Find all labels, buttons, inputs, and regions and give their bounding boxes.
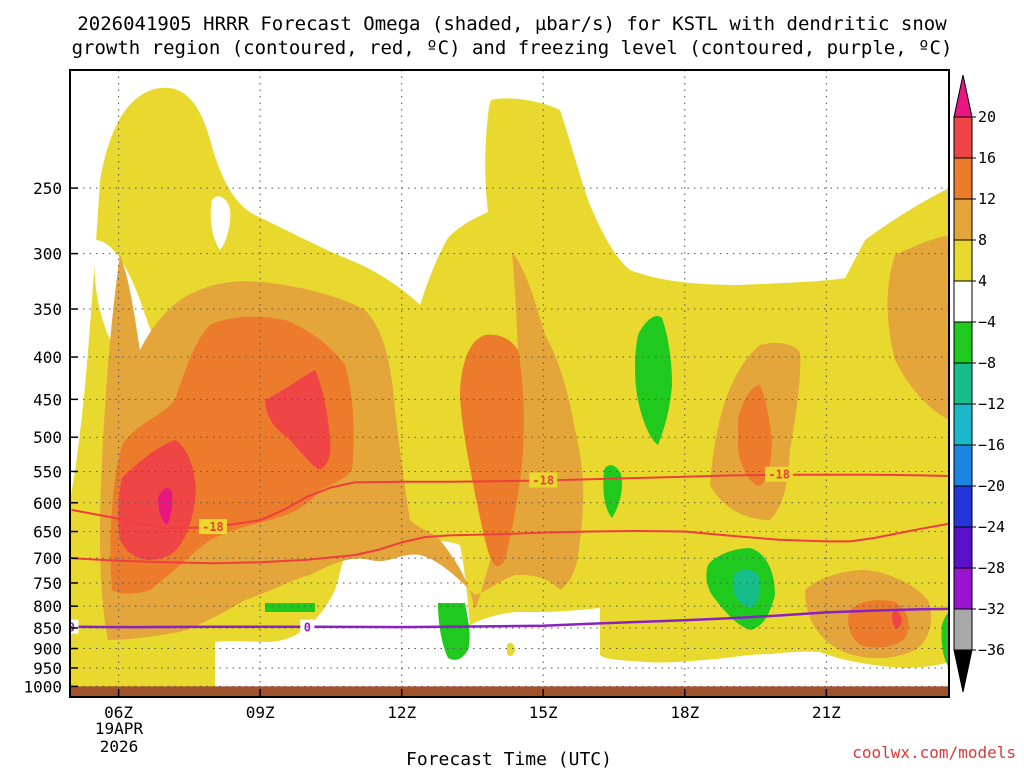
omega-white-gap-lower-middle [215, 540, 470, 697]
y-tick-label: 350 [33, 300, 62, 319]
colorbar-label: 8 [978, 231, 987, 249]
y-tick-label: 650 [33, 523, 62, 542]
y-tick-label: 550 [33, 462, 62, 481]
omega-region-neg4to8-d [438, 603, 470, 660]
omega-region-12to16-center [460, 334, 524, 567]
x-tick-label: 12Z [387, 703, 416, 722]
x-tick-label: 21Z [812, 703, 841, 722]
omega-region-16to20-southeast [891, 610, 902, 629]
contour-label: -18 [768, 468, 790, 482]
dgz-contour-upper [71, 473, 949, 530]
freezing-level-contour [71, 607, 949, 629]
contour-label-bg [529, 472, 558, 488]
chart-title-line2: growth region (contoured, red, ºC) and f… [72, 37, 953, 59]
x-tick-label: 06Z [104, 703, 133, 722]
y-tick-label: 950 [33, 659, 62, 678]
ground-surface-bar [70, 686, 949, 697]
omega-region-neg4to8-e [265, 603, 315, 612]
colorbar-label: −36 [978, 641, 1005, 659]
colorbar-bottom-arrow [953, 649, 973, 693]
colorbar: 20 16 12 8 4 −4 −8 −12 −16 −20 −24 −28 −32 −36 [953, 74, 1005, 693]
dgz-contour-lower [71, 522, 949, 565]
y-tick-label: 700 [33, 549, 62, 568]
colorbar-swatch [953, 321, 973, 364]
colorbar-swatch [953, 567, 973, 610]
colorbar-swatch [953, 362, 973, 405]
contour-label-bg [765, 466, 794, 482]
omega-white-notch-upper-left [70, 70, 170, 500]
colorbar-swatch [953, 239, 973, 282]
omega-white-hole-upper-right [210, 196, 231, 250]
colorbar-swatch [953, 608, 973, 651]
omega-region-4to8-small-patch [507, 642, 515, 657]
omega-region-8to12-northeast [887, 235, 949, 420]
colorbar-label: −32 [978, 600, 1005, 618]
omega-region-12to16-east [738, 385, 772, 486]
omega-white-notch-upper-east [560, 70, 949, 283]
colorbar-label: −28 [978, 559, 1005, 577]
colorbar-swatch [953, 157, 973, 200]
colorbar-label: −16 [978, 436, 1005, 454]
y-tick-label: 750 [33, 574, 62, 593]
x-axis-label: Forecast Time (UTC) [406, 749, 612, 768]
omega-white-gap-east-surface [600, 654, 949, 697]
colorbar-swatch [953, 526, 973, 569]
colorbar-swatch [953, 198, 973, 241]
x-tick-label: 09Z [246, 703, 275, 722]
contour-label-bg [198, 519, 227, 535]
colorbar-swatch [953, 116, 973, 159]
colorbar-label: −8 [978, 354, 996, 372]
omega-region-16to20-west [118, 440, 196, 560]
y-tick-label: 500 [33, 428, 62, 447]
colorbar-label: −4 [978, 313, 996, 331]
colorbar-label: 16 [978, 149, 996, 167]
omega-white-gap-lower-east [470, 608, 600, 697]
x-tick-label: 15Z [529, 703, 558, 722]
y-tick-label: 900 [33, 640, 62, 659]
y-tick-label: 250 [33, 179, 62, 198]
contour-label: -18 [532, 474, 554, 488]
contour-label: -18 [202, 520, 224, 534]
x-date-label-year: 2026 [100, 737, 139, 756]
colorbar-label: 4 [978, 272, 987, 290]
y-axis: 250 300 350 400 450 500 550 600 650 700 750 800 850 9… [23, 179, 78, 696]
omega-region-neg8to12 [733, 569, 760, 608]
plot-frame [69, 69, 950, 698]
omega-white-notch-top-center [180, 70, 491, 305]
credit-text: coolwx.com/models [852, 743, 1016, 762]
y-tick-label: 850 [33, 619, 62, 638]
x-axis: 06Z 09Z 12Z 15Z 18Z 21Z [104, 689, 841, 722]
colorbar-label: −20 [978, 477, 1005, 495]
colorbar-top-arrow [953, 74, 973, 118]
colorbar-swatch [953, 485, 973, 528]
colorbar-label: −24 [978, 518, 1005, 536]
chart-title-line1: 2026041905 HRRR Forecast Omega (shaded, … [77, 13, 947, 35]
y-tick-label: 450 [33, 390, 62, 409]
contour-label-bg [300, 619, 315, 634]
grid-lines [70, 70, 949, 697]
contour-label: 0 [304, 621, 311, 635]
colorbar-label: 12 [978, 190, 996, 208]
omega-shading [70, 70, 949, 697]
y-tick-label: 800 [33, 597, 62, 616]
y-tick-label: 600 [33, 494, 62, 513]
colorbar-swatch [953, 403, 973, 446]
x-tick-label: 18Z [670, 703, 699, 722]
y-tick-label: 300 [33, 245, 62, 264]
contour-label-bg [70, 619, 79, 634]
y-tick-label: 1000 [23, 677, 62, 696]
omega-region-16to20-center [265, 370, 331, 470]
omega-region-neg4to8-f [941, 612, 949, 668]
x-date-label-day: 19APR [95, 719, 144, 738]
omega-region-above20 [158, 488, 173, 525]
ground-layer [70, 686, 949, 697]
omega-region-neg4to8-a [635, 315, 672, 445]
colorbar-swatch [953, 280, 973, 323]
colorbar-label: 20 [978, 108, 996, 126]
y-tick-label: 400 [33, 348, 62, 367]
contour-lines: -18-18-1800 [70, 466, 949, 635]
colorbar-label: −12 [978, 395, 1005, 413]
colorbar-swatch [953, 444, 973, 487]
